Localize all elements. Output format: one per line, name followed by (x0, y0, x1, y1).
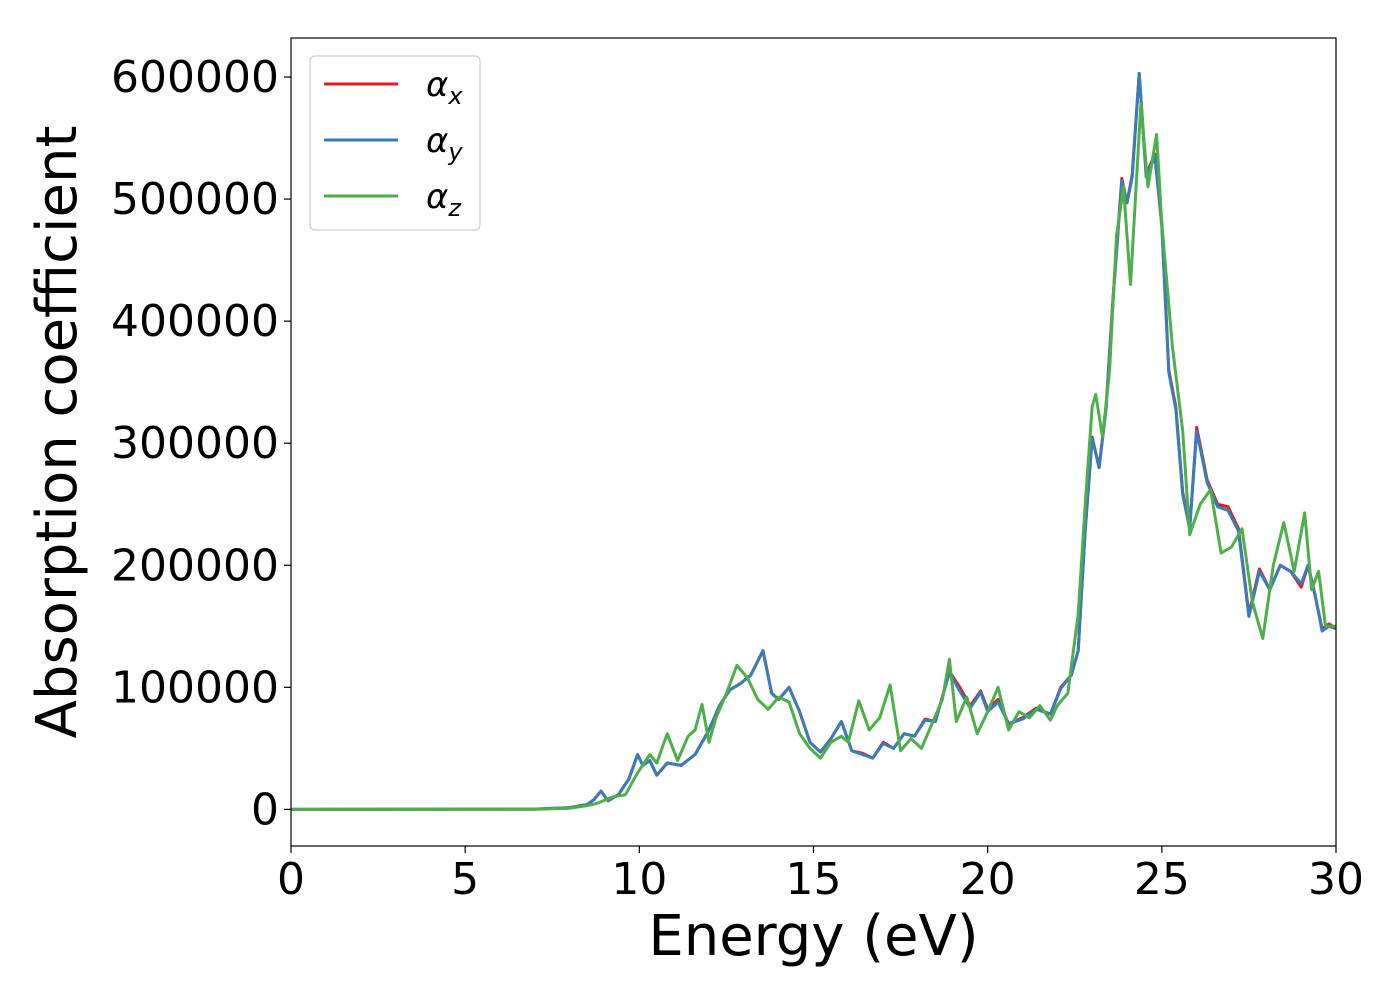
y-tick-label: 100000 (111, 662, 279, 713)
x-tick-label: 10 (611, 854, 667, 905)
x-tick-label: 30 (1308, 854, 1364, 905)
x-tick-label: 20 (960, 854, 1016, 905)
legend-box (309, 55, 481, 231)
y-tick-label: 500000 (111, 174, 279, 225)
axes: 0 5 10 15 20 25 30 0 100000 200000 300000 400000 500… (25, 37, 1364, 969)
legend: αx αy αz (309, 55, 481, 231)
y-tick-label: 300000 (111, 418, 279, 469)
series-line-alpha-z (291, 102, 1336, 811)
legend-entry-alpha-z: αz (426, 177, 462, 222)
plot-area (291, 71, 1336, 811)
legend-entry-alpha-y: αy (426, 121, 463, 166)
x-axis-label: Energy (eV) (648, 904, 978, 969)
legend-entry-alpha-x: αx (426, 65, 463, 110)
y-tick-label: 0 (251, 784, 279, 835)
y-tick-label: 200000 (111, 540, 279, 591)
x-tick-label: 15 (786, 854, 842, 905)
y-tick-label: 400000 (111, 296, 279, 347)
series-line-alpha-y (291, 71, 1336, 811)
y-axis-label: Absorption coefficient (25, 126, 90, 739)
x-tick-label: 0 (277, 854, 305, 905)
y-tick-label: 600000 (111, 52, 279, 103)
x-tick-label: 5 (451, 854, 479, 905)
x-tick-label: 25 (1134, 854, 1190, 905)
